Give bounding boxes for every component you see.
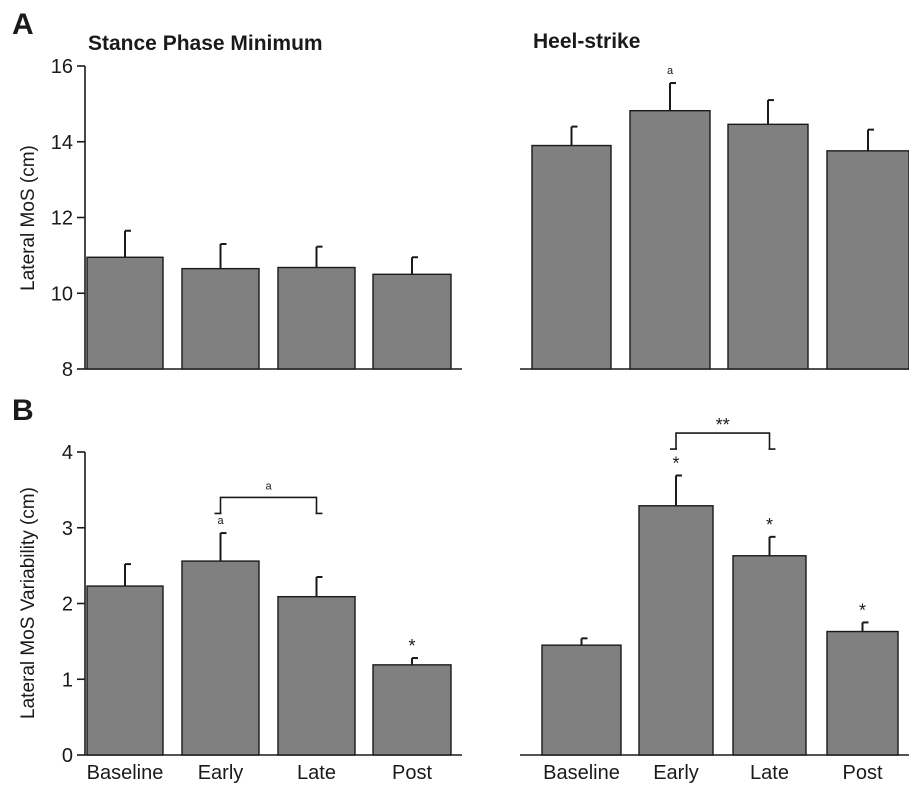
bar [86,256,164,370]
x-tick-label: Early [653,762,699,784]
significance-marker: * [766,515,773,535]
bracket-label: ** [716,415,730,435]
panel-title: Heel-strike [533,30,640,53]
significance-marker: * [859,600,866,620]
bar [372,664,452,756]
y-tick-label: 1 [62,669,73,691]
y-tick-label: 2 [62,594,73,616]
bar [181,267,260,370]
bracket-label: a [265,480,272,492]
bar [826,150,909,370]
bar [181,560,260,756]
panel-title: Stance Phase Minimum [88,32,323,55]
bar [638,505,714,756]
y-tick-label: 16 [51,56,73,78]
panel-letter: B [12,394,34,427]
y-axis-label: Lateral MoS (cm) [18,145,39,291]
y-tick-label: 10 [51,283,73,305]
x-tick-label: Baseline [543,762,620,784]
bar [531,144,612,370]
y-tick-label: 8 [62,359,73,381]
bar [86,585,164,756]
panel-letter: A [12,8,34,41]
bar [541,644,622,756]
y-tick-label: 4 [62,442,73,464]
bar [277,595,356,756]
x-tick-label: Early [198,762,244,784]
y-tick-label: 3 [62,518,73,540]
bar [826,630,899,756]
x-tick-label: Post [392,762,432,784]
y-tick-label: 14 [51,132,73,154]
significance-bracket [670,432,776,450]
x-tick-label: Baseline [87,762,164,784]
y-tick-label: 12 [51,208,73,230]
y-tick-label: 0 [62,745,73,767]
bar [732,555,807,756]
bar [372,273,452,370]
significance-marker: * [408,636,415,656]
x-tick-label: Post [842,762,882,784]
y-axis-label: Lateral MoS Variability (cm) [18,487,39,719]
significance-marker: a [667,65,674,77]
bar [727,123,809,370]
significance-marker: a [217,515,224,527]
x-tick-label: Late [297,762,336,784]
bar [629,109,711,370]
significance-bracket [214,496,323,515]
x-tick-label: Late [750,762,789,784]
bar [277,266,356,370]
significance-marker: * [672,453,679,473]
